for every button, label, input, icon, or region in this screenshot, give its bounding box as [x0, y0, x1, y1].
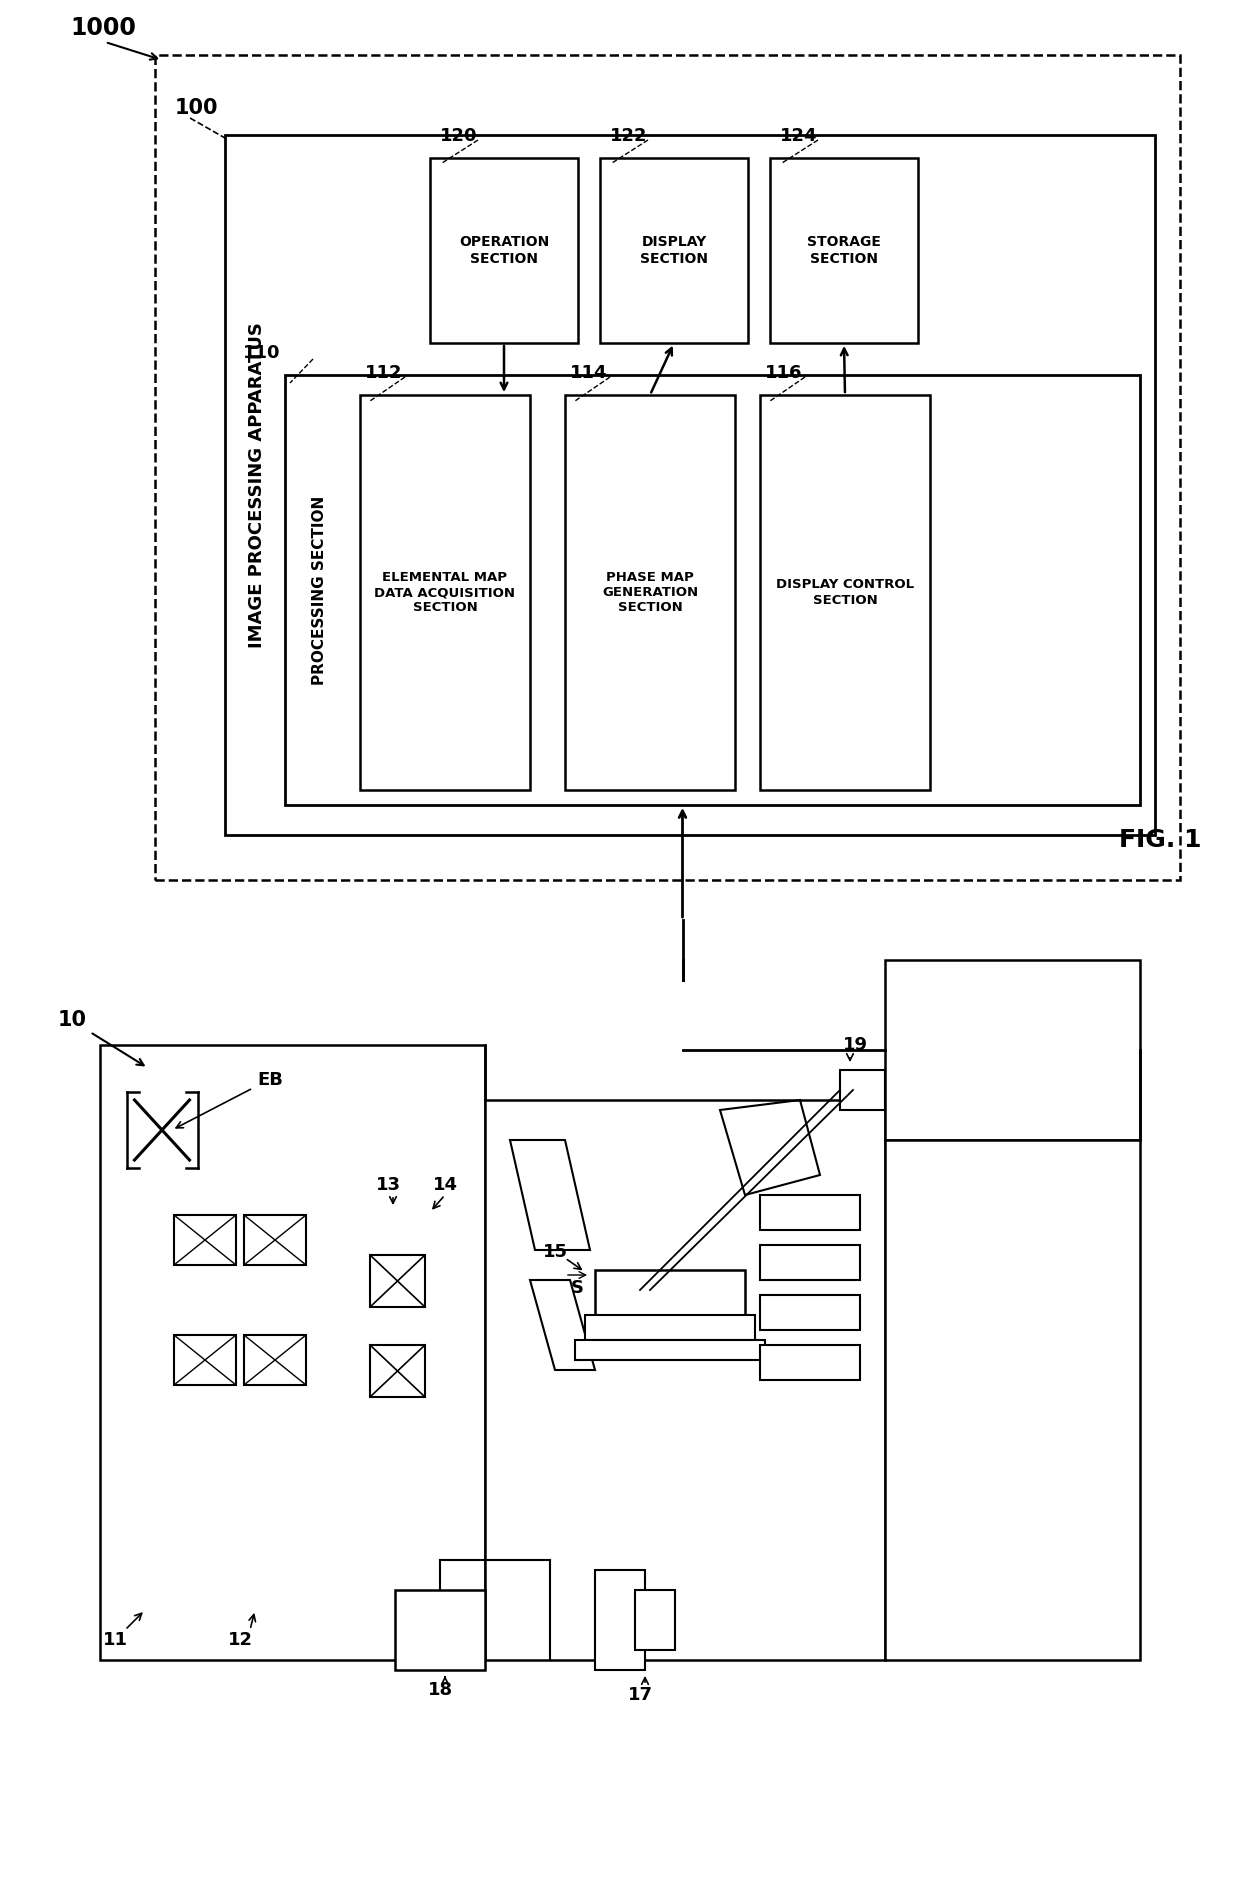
Text: 11: 11	[103, 1632, 128, 1649]
Text: 18: 18	[428, 1681, 453, 1698]
Bar	[360, 395, 529, 790]
Text: OPERATION
SECTION: OPERATION SECTION	[459, 234, 549, 265]
Text: 12: 12	[227, 1632, 253, 1649]
Bar	[100, 1046, 485, 1660]
Text: 17: 17	[627, 1687, 652, 1704]
Bar	[760, 1244, 861, 1280]
Bar	[565, 395, 735, 790]
Bar	[155, 55, 1180, 879]
Bar	[370, 1345, 425, 1397]
Bar	[600, 159, 748, 342]
Polygon shape	[200, 1216, 391, 1384]
Text: ELEMENTAL MAP
DATA ACQUISITION
SECTION: ELEMENTAL MAP DATA ACQUISITION SECTION	[374, 571, 516, 615]
Text: 114: 114	[570, 363, 608, 382]
Text: 13: 13	[376, 1176, 401, 1193]
Bar	[760, 395, 930, 790]
Bar	[285, 374, 1140, 806]
Text: 116: 116	[765, 363, 802, 382]
Text: 15: 15	[543, 1242, 568, 1261]
Bar	[575, 1341, 765, 1360]
Bar	[760, 1295, 861, 1329]
Text: 10: 10	[57, 1010, 87, 1031]
Bar	[396, 1590, 485, 1670]
Text: DISPLAY CONTROL
SECTION: DISPLAY CONTROL SECTION	[776, 579, 914, 607]
Text: 110: 110	[243, 344, 280, 361]
Bar	[885, 961, 1140, 1140]
Bar	[595, 1271, 745, 1314]
Text: IMAGE PROCESSING APPARATUS: IMAGE PROCESSING APPARATUS	[248, 321, 267, 649]
Bar	[485, 1101, 885, 1660]
Text: STORAGE
SECTION: STORAGE SECTION	[807, 234, 880, 265]
Bar	[585, 1314, 755, 1341]
Text: 19: 19	[842, 1036, 868, 1053]
Text: PHASE MAP
GENERATION
SECTION: PHASE MAP GENERATION SECTION	[601, 571, 698, 615]
Text: 120: 120	[440, 127, 477, 146]
Text: 100: 100	[175, 98, 218, 117]
Bar	[430, 159, 578, 342]
Bar	[174, 1216, 236, 1265]
Text: DISPLAY
SECTION: DISPLAY SECTION	[640, 234, 708, 265]
Bar	[635, 1590, 675, 1651]
Bar	[885, 1140, 1140, 1660]
Bar	[370, 1256, 425, 1307]
Text: 14: 14	[433, 1176, 458, 1193]
Text: 124: 124	[780, 127, 817, 146]
Text: PROCESSING SECTION: PROCESSING SECTION	[311, 495, 326, 685]
Bar	[760, 1195, 861, 1229]
Bar	[839, 1070, 885, 1110]
Bar	[244, 1216, 306, 1265]
Bar	[770, 159, 918, 342]
Bar	[244, 1335, 306, 1384]
Bar	[224, 134, 1154, 836]
Text: 122: 122	[610, 127, 647, 146]
Text: FIG. 1: FIG. 1	[1118, 828, 1202, 853]
Bar	[174, 1335, 236, 1384]
Text: S: S	[570, 1278, 584, 1297]
Text: 1000: 1000	[69, 15, 136, 40]
Bar	[760, 1345, 861, 1380]
Text: 112: 112	[365, 363, 403, 382]
Bar	[595, 1570, 645, 1670]
Text: EB: EB	[257, 1070, 283, 1089]
